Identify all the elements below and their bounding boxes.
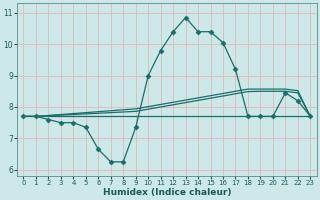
X-axis label: Humidex (Indice chaleur): Humidex (Indice chaleur) (103, 188, 231, 197)
